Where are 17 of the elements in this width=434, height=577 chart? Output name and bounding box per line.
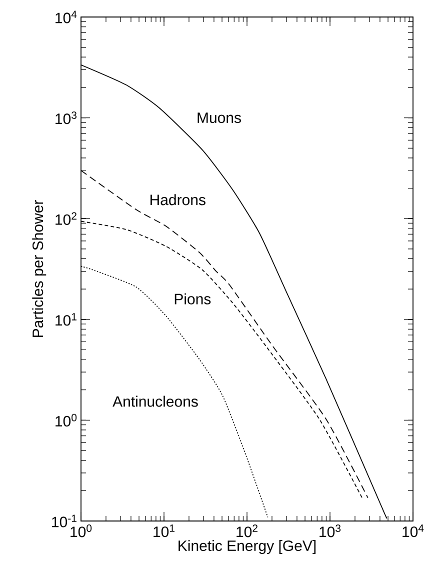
y-tick-label: 10$^{0}$ — [56, 414, 77, 427]
y-tick-label: 10$^{2}$ — [56, 212, 76, 225]
series-label: Pions — [174, 293, 211, 304]
y-axis-title: Particles per Shower — [32, 200, 46, 337]
x-tick-label: 10$^{0}$ — [70, 524, 92, 538]
x-tick-label: 10$^{1}$ — [154, 524, 175, 538]
series-label: Antinucleons — [112, 396, 198, 407]
series-label: Hadrons — [150, 194, 206, 206]
x-tick-label: 10$^{3}$ — [320, 524, 341, 538]
y-tick-label: 10$^{1}$ — [56, 313, 76, 326]
y-tick-label: 10$^{-1}$ — [52, 514, 76, 528]
x-tick-label: 10$^{2}$ — [236, 524, 258, 538]
x-tick-label: 10$^{4}$ — [402, 524, 424, 538]
y-tick-label: 10$^{3}$ — [56, 111, 77, 124]
series-label: Muons — [198, 112, 241, 124]
y-tick-label: 10$^{4}$ — [56, 10, 77, 24]
x-axis-title: Kinetic Energy [GeV] — [178, 540, 316, 554]
